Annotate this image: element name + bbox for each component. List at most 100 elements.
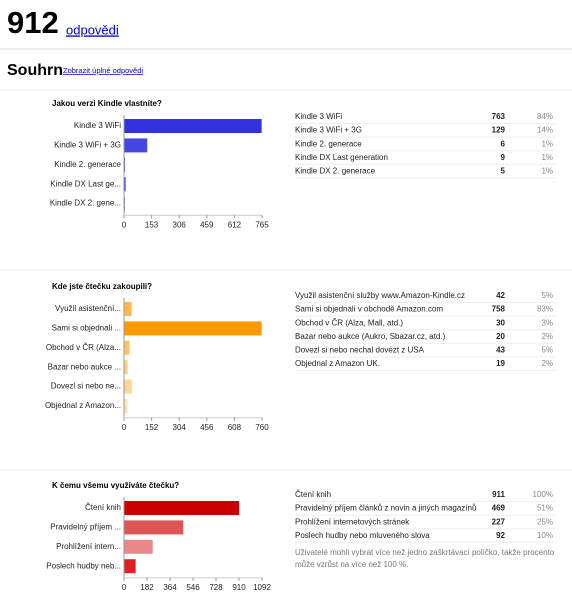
category-label: Sami si objednali ...	[52, 324, 121, 333]
row-percent: 1%	[541, 167, 553, 176]
bar	[124, 539, 153, 554]
category-label: Kindle 3 WiFi + 3G	[54, 141, 121, 150]
row-percent: 5%	[541, 291, 553, 300]
row-label: Kindle DX Last generation	[295, 153, 388, 162]
row-label: Poslech hudby nebo mluveného slova	[295, 531, 430, 540]
full-responses-link[interactable]: Zobrazit úplné odpovědi	[63, 66, 143, 75]
x-tick-label: 1092	[253, 583, 271, 592]
row-count: 19	[496, 359, 505, 368]
row-percent: 1%	[541, 139, 553, 148]
question-title: Jakou verzi Kindle vlastníte?	[52, 99, 162, 108]
row-percent: 14%	[537, 126, 553, 135]
row-label: Kindle DX 2. generace	[295, 167, 376, 176]
category-label: Kindle DX 2. gene...	[50, 199, 121, 208]
row-label: Bazar nebo aukce (Aukro, Sbazar.cz, atd.…	[295, 332, 446, 341]
x-tick-label: 546	[186, 583, 200, 592]
row-percent: 5%	[541, 346, 553, 355]
x-tick-label: 152	[145, 423, 159, 432]
bar	[124, 321, 262, 336]
row-count: 42	[496, 291, 505, 300]
row-count: 129	[492, 126, 506, 135]
x-tick-label: 612	[228, 220, 242, 229]
row-count: 30	[496, 318, 505, 327]
row-label: Kindle 3 WiFi	[295, 112, 342, 121]
bar	[124, 302, 132, 316]
x-tick-label: 0	[122, 423, 127, 432]
category-label: Kindle 2. generace	[54, 160, 121, 169]
bar	[124, 559, 136, 574]
x-tick-label: 456	[200, 423, 214, 432]
bar	[124, 520, 184, 535]
bar	[124, 360, 128, 375]
row-count: 92	[496, 531, 505, 540]
row-label: Využil asistenční služby www.Amazon-Kind…	[295, 291, 465, 300]
row-count: 227	[492, 517, 506, 526]
row-count: 763	[492, 112, 506, 121]
category-label: Čtení knih	[85, 503, 121, 512]
bar	[124, 138, 148, 153]
row-label: Obchod v ČR (Alza, Mall, atd.)	[295, 318, 403, 327]
category-label: Pravidelný příjem ...	[50, 523, 121, 532]
row-percent: 84%	[537, 112, 553, 121]
x-tick-label: 910	[232, 583, 246, 592]
row-count: 20	[496, 332, 505, 341]
row-count: 758	[492, 305, 506, 314]
row-percent: 3%	[541, 318, 553, 327]
category-label: Prohlížení intern...	[56, 542, 121, 551]
row-label: Objednal z Amazon UK.	[295, 359, 380, 368]
row-label: Pravidelný příjem článků z novin a jinýc…	[295, 504, 476, 513]
bar	[124, 157, 126, 172]
x-tick-label: 0	[122, 583, 127, 592]
row-count: 6	[501, 139, 506, 148]
row-label: Prohlížení internetových stránek	[295, 517, 410, 526]
bar	[124, 501, 240, 515]
category-label: Poslech hudby neb...	[46, 561, 121, 570]
row-percent: 51%	[537, 504, 553, 513]
row-count: 9	[501, 153, 506, 162]
row-count: 5	[501, 167, 506, 176]
x-tick-label: 153	[145, 220, 159, 229]
x-tick-label: 304	[173, 423, 187, 432]
bar	[124, 399, 128, 413]
x-tick-label: 760	[255, 423, 269, 432]
x-tick-label: 608	[228, 423, 242, 432]
category-label: Využil asistenční...	[55, 304, 121, 313]
row-label: Kindle 3 WiFi + 3G	[295, 126, 362, 135]
note: Uživatelé mohli vybrat více než jedno za…	[295, 548, 555, 569]
category-label: Kindle DX Last ge...	[50, 179, 121, 188]
x-tick-label: 459	[200, 220, 214, 229]
row-count: 43	[496, 346, 505, 355]
bar	[124, 177, 126, 192]
row-count: 469	[492, 504, 506, 513]
row-percent: 25%	[537, 517, 553, 526]
x-tick-label: 306	[173, 220, 187, 229]
bar	[124, 340, 130, 355]
responses-link[interactable]: odpovědi	[66, 22, 119, 37]
category-label: Obchod v ČR (Alza...	[46, 343, 121, 352]
row-count: 911	[492, 490, 505, 499]
response-count: 912	[7, 5, 59, 40]
question-title: Kde jste čtečku zakoupili?	[52, 282, 152, 291]
row-percent: 1%	[541, 153, 553, 162]
category-label: Dovezl si nebo ne...	[51, 382, 121, 391]
row-label: Dovezl si nebo nechal dovézt z USA	[295, 346, 425, 355]
row-label: Čtení knih	[295, 490, 331, 499]
x-tick-label: 364	[163, 583, 177, 592]
category-label: Kindle 3 WiFi	[74, 121, 121, 130]
row-label: Sami si objednali v obchodě Amazon.com	[295, 305, 443, 314]
row-percent: 83%	[537, 305, 553, 314]
question-title: K čemu všemu využíváte čtečku?	[52, 481, 179, 490]
category-label: Objednal z Amazon...	[45, 401, 121, 410]
row-label: Kindle 2. generace	[295, 139, 362, 148]
row-percent: 2%	[541, 359, 553, 368]
x-tick-label: 182	[140, 583, 154, 592]
category-label: Bazar nebo aukce ...	[48, 362, 121, 371]
x-tick-label: 728	[209, 583, 223, 592]
x-tick-label: 765	[255, 220, 269, 229]
x-tick-label: 0	[122, 220, 127, 229]
row-percent: 100%	[533, 490, 553, 499]
row-percent: 10%	[537, 531, 553, 540]
bar	[124, 379, 132, 394]
